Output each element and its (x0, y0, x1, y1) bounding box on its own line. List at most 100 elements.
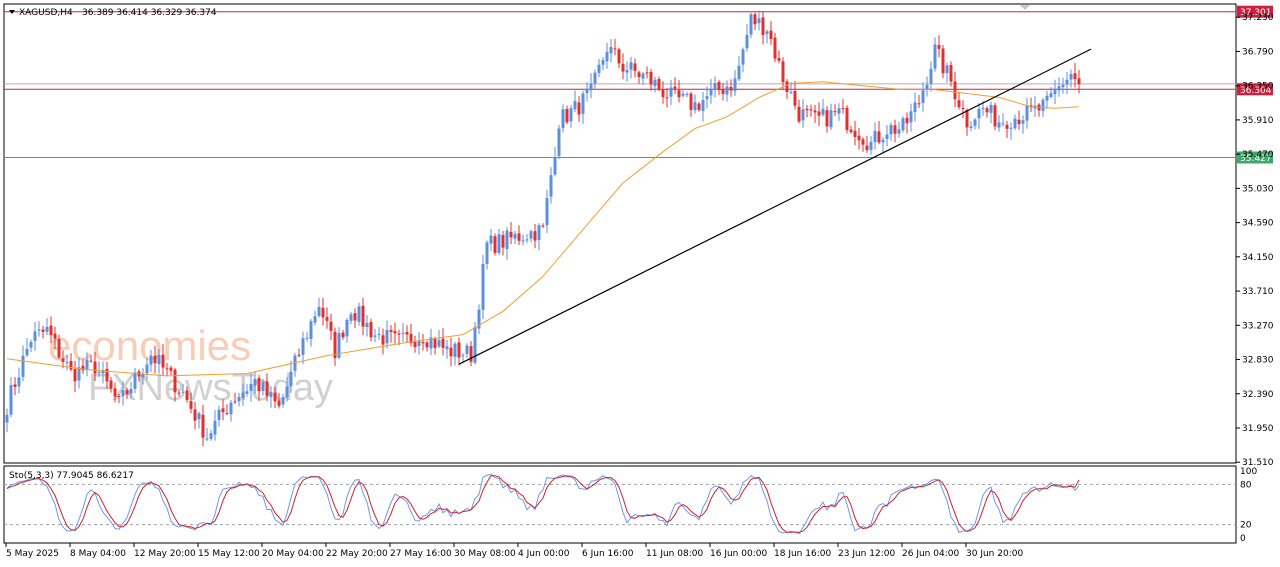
price-tick-label: 34.590 (1242, 219, 1274, 229)
candle (725, 80, 729, 102)
candle-body (433, 338, 437, 348)
candle-body (289, 371, 293, 387)
candle (577, 96, 581, 122)
candle-body (937, 45, 941, 49)
candle-body (761, 17, 765, 35)
candle-body (405, 331, 409, 335)
candle (1049, 87, 1053, 99)
candle-body (769, 30, 773, 40)
candle (941, 45, 945, 79)
candle (177, 390, 181, 397)
candle (217, 405, 221, 427)
candle-body (593, 72, 597, 84)
candle-body (25, 348, 29, 356)
candle-body (973, 119, 977, 126)
trendline[interactable] (458, 48, 1092, 365)
candle-body (745, 34, 749, 49)
candle (209, 429, 213, 441)
candle (601, 57, 605, 71)
candle-body (865, 145, 869, 151)
candle (777, 50, 781, 64)
candle (305, 332, 309, 342)
candle (381, 328, 385, 355)
candle-body (1017, 119, 1021, 125)
candle (885, 125, 889, 147)
candle (77, 357, 81, 389)
candle (421, 333, 425, 351)
candle (197, 411, 201, 429)
candle (517, 225, 521, 246)
candle-body (217, 409, 221, 421)
candle-body (577, 102, 581, 115)
candle-body (201, 414, 205, 438)
candle-body (333, 331, 337, 359)
candle-body (65, 362, 69, 364)
candle-body (389, 329, 393, 333)
candle (849, 125, 853, 134)
candle-body (189, 401, 193, 409)
candle (457, 337, 461, 366)
candle (101, 361, 105, 384)
candle (765, 29, 769, 44)
candle (873, 122, 877, 150)
menu-triangle-icon[interactable] (9, 10, 15, 14)
time-tick-label: 22 May 20:00 (326, 549, 388, 559)
candle (21, 345, 25, 382)
scroll-marker-icon[interactable] (1020, 5, 1030, 10)
candle (225, 404, 229, 416)
candle (773, 32, 777, 63)
candle-body (161, 354, 165, 368)
candle-body (813, 110, 817, 113)
candle-body (665, 97, 669, 99)
candle (801, 99, 805, 128)
candle (229, 400, 233, 422)
candle (329, 313, 333, 341)
candle-body (101, 370, 105, 374)
candle (973, 117, 977, 130)
candle (977, 103, 981, 130)
candle-body (829, 110, 833, 128)
candle (193, 402, 197, 430)
candle (129, 381, 133, 399)
candle (945, 62, 949, 83)
candle (385, 320, 389, 349)
candle-body (309, 321, 313, 339)
candle-body (969, 126, 973, 128)
candle-body (89, 360, 93, 362)
candle (917, 94, 921, 108)
candle (433, 336, 437, 355)
level-price-tag-3 (1237, 151, 1273, 164)
candle (553, 147, 557, 177)
candle-body (345, 319, 349, 337)
candle-body (365, 322, 369, 327)
candle (453, 341, 457, 366)
candle (701, 91, 705, 122)
price-tick-label: 35.910 (1242, 116, 1274, 126)
candle (425, 340, 429, 352)
time-tick-label: 12 May 20:00 (134, 549, 196, 559)
candle (749, 12, 753, 38)
horizontal-levels: 37.301 36.304 35.427 (4, 5, 1273, 164)
candle (929, 61, 933, 92)
candle (757, 10, 761, 31)
candle-body (1065, 79, 1069, 85)
candle-body (925, 84, 929, 91)
candle-body (357, 306, 361, 322)
candle (513, 230, 517, 245)
candle (693, 94, 697, 114)
time-tick-label: 30 May 08:00 (454, 549, 516, 559)
candle-body (773, 37, 777, 59)
candle (253, 371, 257, 394)
candle-body (821, 108, 825, 115)
time-tick-label: 8 May 04:00 (70, 549, 126, 559)
candle (417, 332, 421, 355)
candle-body (613, 48, 617, 50)
candle (205, 428, 209, 442)
candle-body (897, 129, 901, 134)
candle-body (237, 397, 241, 402)
candle-body (265, 381, 269, 396)
candle-body (421, 341, 425, 344)
candle-body (417, 341, 421, 347)
candle (393, 322, 397, 344)
